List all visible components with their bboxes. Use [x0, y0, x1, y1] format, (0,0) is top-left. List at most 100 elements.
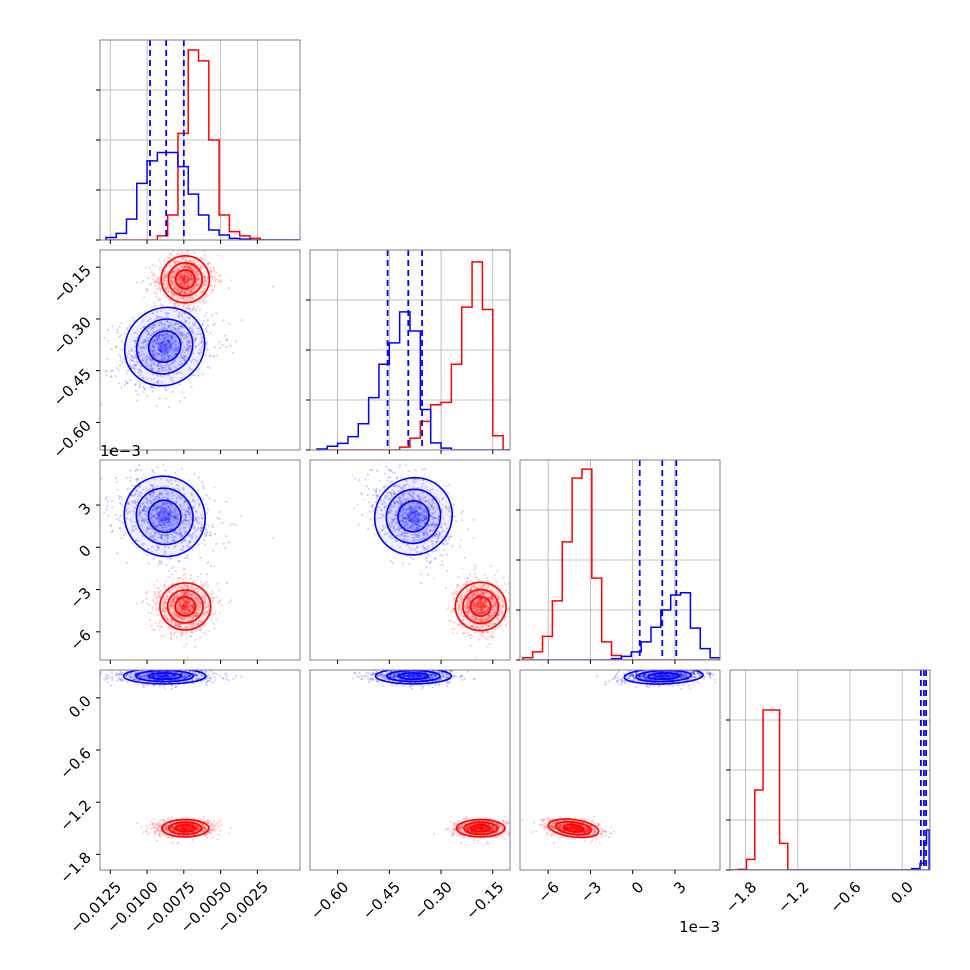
scatter-point — [193, 624, 196, 627]
scatter-point — [183, 605, 186, 608]
scatter-point — [134, 389, 138, 392]
scatter-point — [423, 546, 426, 550]
scatter-point — [171, 604, 174, 607]
scatter-point — [393, 502, 396, 505]
scatter-point — [140, 523, 143, 527]
scatter-point — [162, 597, 165, 600]
scatter-point — [154, 531, 157, 534]
scatter-point — [118, 516, 121, 519]
scatter-point — [200, 266, 203, 270]
scatter-point — [400, 519, 403, 522]
density-fill — [181, 275, 190, 284]
scatter-point — [157, 513, 160, 517]
scatter-point — [170, 613, 173, 616]
scatter-point — [188, 265, 191, 268]
scatter-point — [164, 610, 167, 614]
scatter-point — [372, 456, 374, 458]
scatter-point — [195, 293, 198, 297]
scatter-point — [445, 569, 449, 572]
scatter-point — [193, 286, 196, 289]
scatter-panel-2-0 — [76, 459, 301, 664]
scatter-point — [196, 276, 200, 279]
scatter-point — [169, 600, 173, 603]
scatter-point — [453, 515, 456, 518]
scatter-point — [183, 592, 186, 595]
scatter-point — [178, 332, 181, 336]
scatter-point — [175, 347, 178, 350]
scatter-point — [158, 397, 161, 400]
scatter-point — [168, 608, 172, 611]
scatter-point — [188, 271, 191, 274]
scatter-point — [167, 325, 170, 328]
scatter-point — [162, 334, 165, 337]
scatter-point — [196, 586, 199, 589]
scatter-point — [180, 607, 184, 611]
scatter-point — [183, 617, 186, 620]
scatter-point — [181, 266, 184, 269]
scatter-point — [146, 528, 149, 531]
scatter-point — [186, 279, 189, 282]
scatter-point — [361, 513, 364, 517]
scatter-point — [159, 519, 163, 522]
scatter-point — [174, 613, 177, 616]
scatter-point — [186, 280, 189, 283]
scatter-point — [196, 591, 199, 594]
scatter-point — [137, 350, 140, 354]
scatter-point — [169, 604, 173, 607]
scatter-point — [401, 494, 404, 497]
scatter-point — [173, 598, 176, 601]
contour-line — [147, 330, 182, 364]
scatter-point — [173, 471, 177, 474]
scatter-point — [167, 289, 170, 292]
scatter-point — [126, 506, 129, 510]
scatter-point — [155, 341, 158, 344]
scatter-point — [205, 531, 208, 534]
scatter-point — [151, 277, 154, 281]
scatter-point — [169, 511, 173, 515]
scatter-point — [180, 283, 183, 286]
scatter-point — [172, 275, 175, 278]
scatter-point — [162, 352, 165, 355]
scatter-point — [167, 520, 170, 524]
scatter-point — [143, 512, 146, 516]
scatter-point — [190, 494, 194, 497]
scatter-point — [393, 501, 397, 504]
scatter-point — [154, 622, 157, 625]
scatter-point — [185, 592, 188, 595]
scatter-point — [159, 511, 162, 514]
scatter-point — [179, 279, 182, 282]
scatter-point — [178, 603, 181, 607]
scatter-point — [179, 625, 182, 628]
scatter-point — [179, 351, 183, 354]
scatter-point — [177, 291, 181, 294]
scatter-point — [194, 324, 197, 327]
scatter-point — [442, 563, 445, 567]
scatter-point — [170, 557, 173, 560]
scatter-point — [414, 506, 417, 509]
scatter-point — [152, 338, 155, 342]
scatter-point — [189, 303, 192, 307]
scatter-point — [145, 496, 148, 500]
scatter-point — [145, 337, 148, 341]
scatter-point — [162, 586, 165, 589]
scatter-point — [118, 354, 121, 357]
scatter-point — [197, 271, 200, 274]
scatter-point — [146, 289, 149, 293]
scatter-point — [158, 613, 161, 616]
scatter-point — [188, 277, 191, 281]
scatter-point — [171, 586, 175, 589]
scatter-point — [132, 529, 135, 532]
scatter-point — [188, 522, 191, 525]
scatter-point — [76, 466, 78, 468]
scatter-point — [180, 533, 183, 536]
scatter-point — [155, 596, 159, 600]
scatter-point — [429, 515, 432, 518]
scatter-point — [153, 339, 156, 342]
scatter-point — [417, 536, 421, 539]
scatter-point — [162, 510, 166, 513]
scatter-point — [420, 506, 423, 509]
scatter-point — [173, 302, 176, 305]
scatter-point — [153, 281, 156, 284]
scatter-point — [203, 602, 206, 605]
scatter-point — [419, 498, 422, 501]
